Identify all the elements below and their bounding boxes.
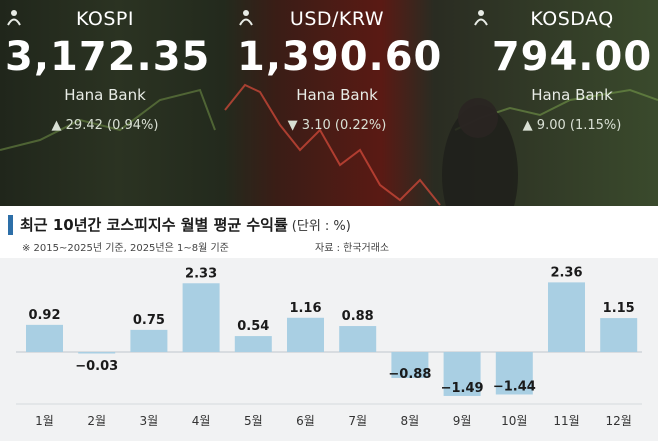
ticker-name: KOSDAQ [530,8,614,30]
category-label: 6월 [296,414,315,428]
bar-9 [443,352,481,396]
bar-value-label: 2.33 [185,266,217,281]
ticker-value: 3,172.35 [5,34,211,80]
chart-source: 자료 : 한국거래소 [315,243,390,254]
hana-bank-logo-icon [7,10,21,26]
category-label: 4월 [192,414,211,428]
bar-value-label: 1.15 [603,301,635,316]
bar-5 [234,336,272,352]
bar-1 [26,324,63,352]
bar-7 [339,326,377,352]
bank-brand: Hana Bank [5,10,205,104]
ticker-name: USD/KRW [289,8,385,30]
category-label: 9월 [453,414,472,428]
ticker-usdkrw: USD/KRW 1,390.60 Hana Bank ▼ 3.10 (0.22%… [237,8,443,133]
ticker-value: 794.00 [491,34,653,80]
category-label: 3월 [140,414,159,428]
market-photo: KOSPI 3,172.35 Hana Bank ▲ 29.42 (0.94%)… [0,0,658,232]
background-market-lines [0,83,658,232]
chart-plot-area: 0.92 1월 −0.03 2월 0.75 3월 2.33 4월 0.54 5월 1.16 6월 0.8… [0,258,658,441]
bar-value-label: 0.54 [237,319,269,334]
bar-4 [182,283,220,352]
bank-brand-label: Hana Bank [531,86,613,104]
bank-brand: Hana Bank [237,10,437,104]
bank-brand: Hana Bank [472,10,658,104]
hana-bank-logo-icon [239,10,253,26]
ticker-change: ▲ 9.00 (1.15%) [522,118,622,133]
category-label: 11월 [553,414,579,428]
ticker-kospi: KOSPI 3,172.35 Hana Bank ▲ 29.42 (0.94%) [5,8,211,133]
bar-value-label: −1.44 [493,379,536,394]
bar-value-label: −0.03 [75,359,118,374]
category-label: 8월 [401,414,420,428]
ticker-name: KOSPI [76,8,134,30]
bar-2 [78,352,116,354]
bar-8 [391,352,429,378]
bar-value-label: 0.75 [133,313,165,328]
hana-bank-logo-icon [474,10,488,26]
bar-12 [600,318,638,352]
bar-value-label: −0.88 [388,367,431,382]
chart-panel: 최근 10년간 코스피지수 월별 평균 수익률 (단위 : %) ※ 2015~2… [0,206,658,441]
category-label: 1월 [35,414,54,428]
chart-title: 최근 10년간 코스피지수 월별 평균 수익률 (단위 : %) [20,214,351,235]
category-label: 2월 [87,414,106,428]
ticker-change: ▼ 3.10 (0.22%) [287,118,387,133]
category-label: 7월 [348,414,367,428]
bar-11 [548,282,585,352]
bar-value-label: 1.16 [289,301,321,316]
bar-chart: 0.92 1월 −0.03 2월 0.75 3월 2.33 4월 0.54 5월 1.16 6월 0.8… [16,265,642,428]
bank-brand-label: Hana Bank [296,86,378,104]
bar-value-label: 2.36 [550,265,582,280]
bar-value-label: −1.49 [441,381,484,396]
bank-brand-label: Hana Bank [64,86,146,104]
category-label: 10월 [501,414,527,428]
ticker-value: 1,390.60 [237,34,443,80]
chart-note: ※ 2015~2025년 기준, 2025년은 1~8월 기준 [22,243,229,254]
bar-value-label: 0.92 [28,308,60,323]
category-label: 5월 [244,414,263,428]
category-label: 12월 [606,414,632,428]
bar-6 [287,317,324,352]
chart-unit: (단위 : %) [291,219,351,234]
title-accent-bar [8,215,13,235]
bar-value-label: 0.88 [342,309,374,324]
bar-3 [130,329,168,352]
ticker-kosdaq: KOSDAQ 794.00 Hana Bank ▲ 9.00 (1.15%) [472,8,658,133]
ticker-change: ▲ 29.42 (0.94%) [51,118,159,133]
chart-title-text: 최근 10년간 코스피지수 월별 평균 수익률 [20,216,288,234]
bar-10 [495,352,533,395]
